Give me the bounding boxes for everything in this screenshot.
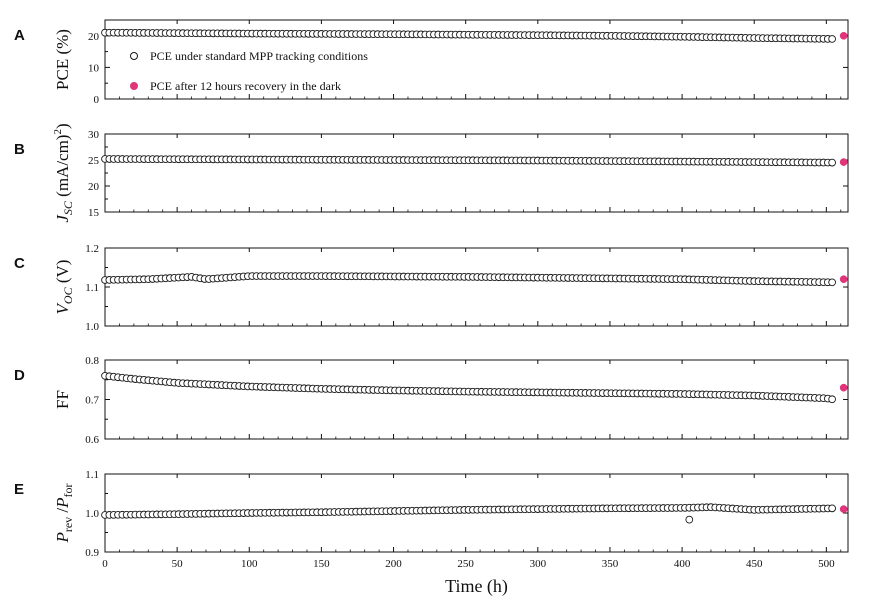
panel-letter: E xyxy=(14,481,24,498)
x-tick-label: 450 xyxy=(746,558,763,570)
panel-a: A 0 10 20 PCE (%) xyxy=(14,19,849,106)
panel-c: C 1.0 1.1 1.2 VOC (V) xyxy=(14,243,849,333)
panel-d: D 0.6 0.7 0.8 FF xyxy=(14,355,849,446)
data-point xyxy=(828,504,836,513)
x-tick-label: 500 xyxy=(818,558,835,570)
series-open-markers xyxy=(101,28,836,43)
y-tick-label: 0.8 xyxy=(85,355,99,367)
panel-b: B 15 20 25 30 JSC (mA/cm)2) xyxy=(14,123,849,223)
y-tick-label: 30 xyxy=(88,129,100,141)
legend-open-label: PCE under standard MPP tracking conditio… xyxy=(150,49,368,63)
y-tick-label: 20 xyxy=(88,181,100,193)
x-tick-label: 350 xyxy=(602,558,619,570)
y-axis-label: JSC (mA/cm)2) xyxy=(52,123,75,222)
x-tick-label: 200 xyxy=(385,558,402,570)
x-tick-label: 50 xyxy=(172,558,184,570)
y-tick-label: 1.1 xyxy=(85,469,99,481)
panel-letter: B xyxy=(14,141,25,158)
plot-frame xyxy=(104,133,849,213)
y-tick-label: 1.0 xyxy=(85,508,99,520)
panels-group: A 0 10 20 PCE (%) B 15 20 25 30 JSC (mA/cm)2) C 1.0 1… xyxy=(14,19,849,570)
series-open-markers xyxy=(101,371,836,404)
y-axis-label: FF xyxy=(53,390,72,409)
data-point-outlier xyxy=(685,515,694,524)
legend-open-marker xyxy=(130,52,138,60)
panel-letter: C xyxy=(14,255,25,272)
plot-frame xyxy=(104,359,849,440)
x-tick-label: 300 xyxy=(530,558,547,570)
x-tick-label: 0 xyxy=(102,558,108,570)
panel-e: E 0.9 1.0 1.1 0 50 100 150 200 250 300 350 400 450 500… xyxy=(14,469,849,570)
series-open-markers xyxy=(101,503,836,524)
x-tick-label: 100 xyxy=(241,558,258,570)
y-axis-label: Prev /Pfor xyxy=(53,483,75,543)
data-point xyxy=(828,35,836,43)
y-tick-label: 1.1 xyxy=(85,282,99,294)
y-tick-label: 25 xyxy=(88,155,100,167)
data-point xyxy=(828,395,836,404)
data-point xyxy=(828,158,836,167)
legend-filled-label: PCE after 12 hours recovery in the dark xyxy=(150,79,341,93)
data-point xyxy=(828,278,836,287)
y-tick-label: 20 xyxy=(88,31,100,43)
recovery-point xyxy=(839,31,848,40)
y-tick-label: 10 xyxy=(88,62,100,74)
y-tick-label: 0.7 xyxy=(85,395,99,407)
x-tick-label: 250 xyxy=(457,558,474,570)
x-axis-label: Time (h) xyxy=(445,576,508,597)
series-open-markers xyxy=(101,272,836,287)
y-tick-label: 0 xyxy=(94,94,100,106)
y-axis-label: VOC (V) xyxy=(53,260,75,315)
plot-frame xyxy=(104,19,849,100)
y-tick-label: 1.2 xyxy=(85,243,99,255)
y-axis-label: PCE (%) xyxy=(53,29,72,90)
plot-frame xyxy=(104,247,849,327)
recovery-point xyxy=(839,158,848,166)
recovery-point xyxy=(839,383,848,392)
y-tick-label: 0.9 xyxy=(85,547,99,559)
y-tick-label: 1.0 xyxy=(85,321,99,333)
recovery-point xyxy=(839,505,848,513)
x-tick-label: 150 xyxy=(313,558,330,570)
recovery-point xyxy=(839,275,848,284)
panel-letter: D xyxy=(14,367,25,384)
panel-letter: A xyxy=(14,27,25,44)
series-open-markers xyxy=(101,155,836,167)
legend: PCE under standard MPP tracking conditio… xyxy=(130,49,368,93)
legend-filled-marker xyxy=(130,82,138,90)
y-tick-label: 0.6 xyxy=(85,434,99,446)
y-tick-label: 15 xyxy=(88,207,100,219)
x-tick-label: 400 xyxy=(674,558,691,570)
